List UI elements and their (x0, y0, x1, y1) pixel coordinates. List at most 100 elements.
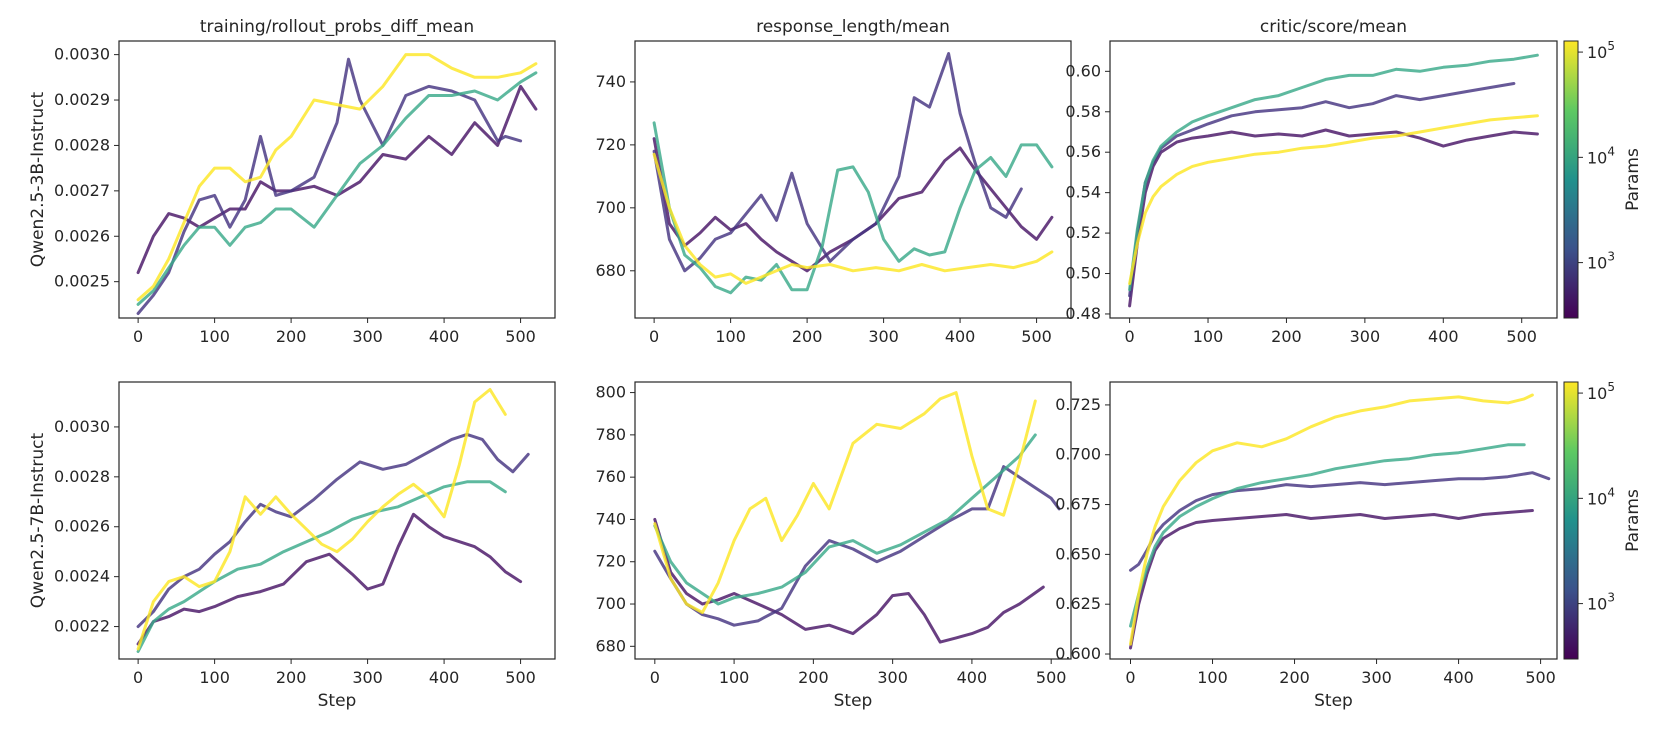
y-tick-label: 0.0030 (54, 45, 110, 64)
axes-frame (634, 381, 1072, 660)
x-tick-label: 300 (352, 327, 383, 346)
y-tick-label: 0.625 (1055, 594, 1101, 613)
y-tick-label: 0.600 (1055, 644, 1101, 663)
y-tick-label: 0.54 (1065, 183, 1101, 202)
x-tick-label: 500 (505, 327, 536, 346)
y-tick-label: 780 (595, 425, 626, 444)
y-tick-label: 0.700 (1055, 445, 1101, 464)
y-tick-label: 0.650 (1055, 544, 1101, 563)
subplot-grid: 0 100 200 300 400 500 0.0025 0.0026 0.0027 0.0028… (28, 17, 1558, 711)
x-axis-label: Step (834, 691, 873, 711)
series-line-medium (136, 71, 538, 306)
y-tick-label: 0.50 (1065, 264, 1101, 283)
series-line-small (652, 52, 1023, 273)
y-tick-label: 0.0024 (54, 567, 110, 586)
x-tick-label: 300 (1361, 668, 1392, 687)
subplot-title: response_length/mean (756, 17, 950, 37)
x-tick-label: 200 (1279, 668, 1310, 687)
y-tick-label: 0.48 (1065, 304, 1101, 323)
x-tick-label: 300 (868, 327, 899, 346)
y-tick-label: 740 (595, 509, 626, 528)
series-group (136, 53, 538, 315)
y-tick-label: 800 (595, 383, 626, 402)
series-line-smallest (652, 137, 1054, 273)
y-tick-label: 0.0026 (54, 226, 110, 245)
x-tick-label: 0 (133, 668, 143, 687)
x-tick-label: 200 (276, 327, 307, 346)
colorbar-tick-label: 103 (1587, 591, 1615, 614)
x-tick-label: 400 (1428, 327, 1459, 346)
series-line-smallest (136, 512, 523, 646)
x-tick-label: 400 (957, 668, 988, 687)
x-tick-label: 200 (798, 668, 829, 687)
x-tick-label: 500 (1036, 668, 1067, 687)
x-tick-label: 300 (352, 668, 383, 687)
x-tick-label: 0 (133, 327, 143, 346)
subplot-5: 0 100 200 300 400 500 680 700 720 740 760 780 800 Ste… (595, 381, 1072, 711)
colorbar: 105 104 103 Params (1563, 39, 1643, 319)
subplot-title: training/rollout_probs_diff_mean (200, 17, 474, 37)
x-axis-label: Step (318, 691, 357, 711)
x-tick-label: 400 (429, 668, 460, 687)
x-tick-label: 100 (199, 327, 230, 346)
series-line-smallest (136, 84, 538, 275)
y-tick-label: 0.56 (1065, 142, 1101, 161)
subplot-1: 0 100 200 300 400 500 0.0025 0.0026 0.0027 0.0028… (28, 17, 556, 346)
series-group (653, 391, 1061, 644)
x-tick-label: 400 (1443, 668, 1474, 687)
x-tick-label: 500 (505, 668, 536, 687)
y-tick-label: 0.0027 (54, 181, 110, 200)
colorbar-tick-label: 105 (1587, 39, 1615, 62)
y-tick-label: 700 (595, 198, 626, 217)
series-line-medium (1129, 443, 1526, 628)
y-tick-label: 720 (595, 552, 626, 571)
x-tick-label: 200 (1271, 327, 1302, 346)
colorbar-tick-label: 104 (1587, 485, 1615, 508)
series-line-largest (1128, 114, 1539, 286)
y-tick-label: 0.725 (1055, 395, 1101, 414)
x-tick-label: 0 (1125, 668, 1135, 687)
series-group (1129, 393, 1551, 650)
series-line-smallest (653, 517, 1045, 644)
x-tick-label: 0 (649, 327, 659, 346)
x-tick-label: 100 (1197, 668, 1228, 687)
series-group (136, 388, 530, 653)
x-tick-label: 100 (1193, 327, 1224, 346)
series-group (1128, 53, 1539, 308)
y-tick-label: 740 (595, 72, 626, 91)
colorbar: 105 104 103 Params (1563, 380, 1643, 660)
y-tick-label: 0.675 (1055, 495, 1101, 514)
series-line-small (653, 465, 1061, 627)
y-tick-label: 0.0029 (54, 90, 110, 109)
y-tick-label: 760 (595, 467, 626, 486)
colorbar-tick-label: 104 (1587, 144, 1615, 167)
x-tick-label: 100 (715, 327, 746, 346)
y-tick-label: 0.0025 (54, 272, 110, 291)
x-tick-label: 300 (877, 668, 908, 687)
series-line-largest (652, 152, 1054, 285)
y-axis-label: Qwen2.5-7B-Instruct (28, 432, 48, 608)
x-tick-label: 0 (1125, 327, 1135, 346)
axes-frame (118, 40, 556, 319)
series-line-medium (653, 433, 1037, 606)
colorbar-label: Params (1623, 148, 1643, 211)
series-line-small (1129, 471, 1551, 572)
colorbar-tick-label: 103 (1587, 250, 1615, 273)
series-line-small (136, 432, 530, 629)
colorbars: 105 104 103 Params 105 104 103 Params (1563, 39, 1643, 660)
y-axis-label: Qwen2.5-3B-Instruct (28, 91, 48, 267)
y-tick-label: 0.0030 (54, 417, 110, 436)
series-line-smallest (1128, 128, 1539, 308)
series-line-largest (653, 391, 1037, 614)
y-tick-label: 0.0026 (54, 517, 110, 536)
y-tick-label: 0.60 (1065, 61, 1101, 80)
x-tick-label: 300 (1350, 327, 1381, 346)
subplot-6: 0 100 200 300 400 500 0.600 0.625 0.650 0.675 0.70… (1055, 381, 1558, 711)
x-tick-label: 500 (1525, 668, 1556, 687)
y-tick-label: 0.0022 (54, 617, 110, 636)
y-tick-label: 0.0028 (54, 467, 110, 486)
x-tick-label: 100 (719, 668, 750, 687)
series-line-small (1128, 82, 1516, 298)
series-line-medium (1128, 53, 1539, 292)
